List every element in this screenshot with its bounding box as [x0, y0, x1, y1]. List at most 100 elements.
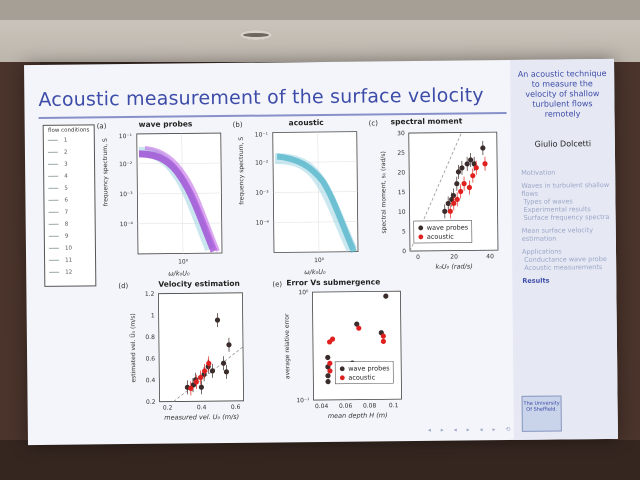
panel-a-ytick-2: 10⁻³	[119, 191, 133, 198]
y-tick-label: 0.6	[146, 356, 156, 363]
data-point	[329, 336, 336, 342]
legend-item: 10	[48, 246, 72, 252]
data-point	[454, 196, 460, 203]
data-point	[327, 360, 333, 366]
panel-b-plot: frequency spectrum, S 10⁻¹ 10⁻² 10⁻³ 10⁻…	[238, 131, 359, 276]
y-tick-label: 0	[402, 248, 406, 255]
legend-marker	[418, 225, 424, 231]
legend-swatch	[48, 235, 59, 237]
panel-a-ylabel: frequency spectrum, S	[102, 138, 110, 206]
y-tick-label: 1.2	[145, 291, 155, 298]
y-tick-label: 15	[398, 189, 406, 196]
y-tick-label: 20	[397, 169, 405, 176]
panel-b-xtick-0: 10⁰	[314, 257, 325, 264]
legend-entry: acoustic	[427, 233, 454, 241]
outline-item-0[interactable]: Motivation	[521, 168, 556, 177]
panel-c: (c) spectral moment 30 25 20 15 10 5 0 0 20 40 k₀U…	[368, 116, 511, 279]
x-tick-label: 0.04	[315, 403, 329, 410]
data-point	[325, 354, 331, 361]
panel-a-spectra	[138, 145, 220, 253]
y-tick-label: 0.2	[146, 399, 156, 406]
outline-item-9[interactable]: Results	[522, 276, 550, 285]
y-tick-label: 10⁻¹	[296, 397, 310, 404]
legend-swatch	[48, 199, 59, 201]
y-tick-label: 1	[151, 312, 155, 319]
data-point	[468, 157, 474, 163]
legend-swatch	[48, 163, 59, 165]
legend-label: 8	[64, 221, 69, 228]
y-tick-label: 0.8	[145, 334, 155, 341]
floor	[0, 440, 640, 480]
x-tick-label: 20	[450, 254, 458, 261]
legend-item: 6	[48, 198, 68, 204]
data-point	[455, 169, 462, 175]
legend-item: 5	[48, 186, 68, 192]
ceiling-light	[240, 30, 272, 40]
panel-a-ytick-0: 10⁻¹	[119, 133, 133, 140]
beamer-nav-icons[interactable]: ◂ ▸ ◂ ▸ ◂ ▸ ⟲	[427, 425, 515, 434]
legend-swatch	[48, 187, 59, 189]
data-point	[482, 161, 488, 167]
y-tick-label: 30	[397, 130, 405, 137]
panel-c-title: spectral moment	[390, 116, 463, 127]
y-tick-label: 5	[402, 228, 406, 235]
data-point	[459, 165, 465, 171]
legend-marker	[339, 375, 345, 381]
data-point	[383, 293, 389, 299]
legend-entry: acoustic	[348, 373, 375, 381]
legend-label: 2	[63, 149, 68, 156]
data-point	[202, 368, 208, 374]
outline-item-1[interactable]: Waves in turbulent shallow flows	[521, 180, 610, 198]
panel-b-ylabel: frequency spectrum, S	[238, 137, 246, 205]
x-tick-label: 0.1	[389, 402, 399, 409]
panel-a-letter: (a)	[96, 122, 107, 131]
legend-label: 9	[64, 233, 69, 240]
outline-item-4[interactable]: Surface frequency spectra	[523, 212, 610, 222]
panel-a-ytick-3: 10⁻⁴	[120, 221, 134, 228]
legend-swatch	[48, 175, 59, 177]
y-tick-label: 10⁰	[298, 289, 309, 296]
x-tick-label: 0.06	[339, 403, 353, 410]
panel-b-letter: (b)	[232, 120, 243, 129]
data-point	[471, 161, 477, 167]
legend-item: 3	[48, 162, 68, 168]
legend-swatch	[47, 139, 58, 141]
slide-title: Acoustic measurement of the surface velo…	[38, 84, 484, 111]
inline-legend-box	[334, 360, 394, 385]
legend-item: 11	[49, 258, 72, 264]
legend-entry: wave probes	[427, 223, 469, 231]
plot-frame	[158, 292, 244, 403]
panel-a-xtick-0: 10⁰	[178, 258, 189, 265]
x-tick-label: 0.2	[163, 405, 173, 412]
outline-item-8[interactable]: Acoustic measurements	[524, 263, 603, 272]
legend-swatch	[49, 271, 60, 273]
data-point	[356, 325, 362, 331]
data-point	[449, 196, 455, 203]
legend-label: 4	[64, 173, 68, 180]
legend-swatch	[48, 211, 59, 213]
outline-item-5[interactable]: Mean surface velocity estimation	[521, 226, 594, 243]
ceiling-beam	[0, 0, 640, 20]
flow-conditions-legend: flow conditions 1 2 3 4 5 6 7 8 9 10 11 12	[42, 124, 97, 287]
legend-swatch	[47, 151, 58, 153]
panel-b-xlabel: ω/k₀U₀	[304, 268, 326, 276]
legend-item: 8	[48, 221, 69, 228]
data-point	[188, 385, 194, 392]
x-tick-label: 0	[416, 254, 420, 261]
x-axis-label: mean depth H (m)	[328, 411, 388, 420]
data-point	[325, 379, 331, 385]
x-tick-label: 0.6	[231, 404, 241, 411]
panel-b: (b) acoustic frequency spectrum, S 10⁻¹ …	[232, 118, 365, 281]
legend-entry: wave probes	[348, 364, 390, 372]
x-axis-label: measured vel. U₀ (m/s)	[164, 413, 239, 422]
panel-b-ytick-2: 10⁻³	[255, 190, 269, 197]
panel-c-letter: (c)	[368, 119, 379, 128]
x-tick-label: 0.4	[197, 404, 207, 411]
legend-label: 11	[65, 257, 73, 264]
data-point	[470, 173, 476, 179]
data-point	[447, 208, 453, 214]
panel-a-plot: frequency spectrum, S 10⁻¹ 10⁻² 10⁻³ 10⁻…	[102, 132, 223, 278]
data-point	[214, 317, 221, 323]
y-tick-label: 10	[398, 209, 406, 216]
legend-label: 6	[64, 197, 68, 204]
